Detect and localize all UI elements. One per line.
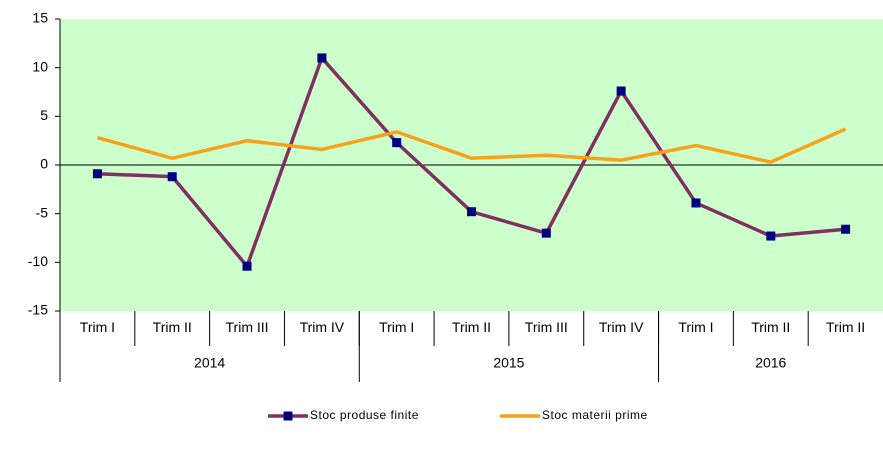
x-tick-label: Trim I xyxy=(379,319,414,335)
y-tick-label: 15 xyxy=(32,10,48,26)
x-tick-label: Trim II xyxy=(153,319,192,335)
group-label: 2015 xyxy=(493,355,524,371)
group-label: 2014 xyxy=(194,355,225,371)
legend-label: Stoc materii prime xyxy=(542,408,648,422)
point-marker xyxy=(541,228,551,238)
point-marker xyxy=(242,261,252,271)
group-label: 2016 xyxy=(755,355,786,371)
y-tick-label: -10 xyxy=(28,253,48,269)
x-tick-label: Trim IV xyxy=(599,319,644,335)
y-tick-label: 5 xyxy=(40,107,48,123)
x-tick-label: Trim II xyxy=(751,319,790,335)
x-tick-label: Trim II xyxy=(452,319,491,335)
legend-label: Stoc produse finite xyxy=(310,408,419,422)
x-tick-label: Trim III xyxy=(525,319,568,335)
y-tick-label: 0 xyxy=(40,156,48,172)
y-tick-label: -15 xyxy=(28,302,48,318)
point-marker xyxy=(841,224,851,234)
legend-marker xyxy=(283,411,293,421)
point-marker xyxy=(167,172,177,182)
point-marker xyxy=(766,231,776,241)
x-tick-label: Trim III xyxy=(226,319,269,335)
y-tick-label: 10 xyxy=(32,58,48,74)
point-marker xyxy=(92,169,102,179)
series-line xyxy=(96,127,847,164)
point-marker xyxy=(616,86,626,96)
point-marker xyxy=(691,198,701,208)
y-tick-label: -5 xyxy=(36,204,49,220)
x-tick-label: Trim I xyxy=(80,319,115,335)
point-marker xyxy=(392,138,402,148)
point-marker xyxy=(467,207,476,217)
x-tick-label: Trim II xyxy=(826,319,865,335)
x-tick-label: Trim IV xyxy=(300,319,345,335)
x-tick-label: Trim I xyxy=(678,319,713,335)
point-marker xyxy=(317,53,327,63)
